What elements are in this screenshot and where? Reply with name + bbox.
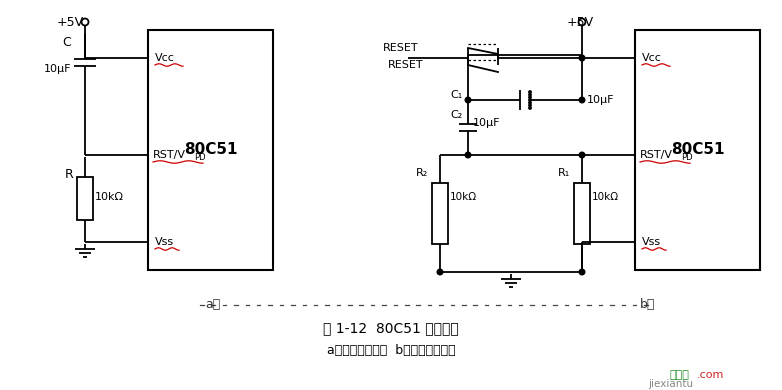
Circle shape — [579, 55, 585, 61]
Circle shape — [579, 269, 585, 275]
Bar — [148, 30, 273, 270]
Text: 10μF: 10μF — [587, 95, 615, 105]
Circle shape — [529, 91, 531, 93]
Circle shape — [437, 269, 443, 275]
Circle shape — [529, 104, 531, 106]
Text: C₁: C₁ — [450, 90, 463, 100]
Circle shape — [579, 152, 585, 158]
Text: PD: PD — [194, 152, 206, 161]
Text: 10μF: 10μF — [44, 64, 71, 74]
Bar — [77, 177, 93, 220]
Bar — [432, 183, 448, 244]
Text: Vss: Vss — [642, 237, 661, 247]
Text: b）: b） — [640, 298, 655, 312]
Text: 10μF: 10μF — [473, 117, 500, 128]
Text: 接线图: 接线图 — [670, 370, 690, 380]
Circle shape — [529, 96, 531, 99]
Circle shape — [465, 152, 471, 158]
Text: 80C51: 80C51 — [184, 142, 237, 158]
Text: R₁: R₁ — [558, 168, 570, 178]
Text: PD: PD — [681, 152, 693, 161]
Text: a）上电复位电路  b）按键复位电路: a）上电复位电路 b）按键复位电路 — [327, 344, 455, 358]
Circle shape — [529, 107, 531, 109]
Text: Vss: Vss — [155, 237, 174, 247]
Text: +5V: +5V — [567, 16, 594, 28]
Text: R: R — [64, 168, 73, 181]
Text: Vcc: Vcc — [155, 53, 175, 63]
Text: jiexiantu: jiexiantu — [648, 379, 693, 389]
Text: RESET: RESET — [383, 43, 418, 53]
Text: 80C51: 80C51 — [671, 142, 724, 158]
Circle shape — [529, 94, 531, 96]
Circle shape — [465, 97, 471, 103]
Circle shape — [529, 99, 531, 101]
Text: .com: .com — [697, 370, 724, 380]
Circle shape — [529, 101, 531, 104]
Circle shape — [579, 97, 585, 103]
Text: a）: a） — [205, 298, 221, 312]
Text: R₂: R₂ — [416, 168, 428, 178]
Text: C: C — [63, 35, 71, 48]
Text: RST/V: RST/V — [153, 150, 186, 160]
Text: RESET: RESET — [388, 60, 424, 70]
Text: 图 1-12  80C51 复位电路: 图 1-12 80C51 复位电路 — [323, 321, 459, 335]
Text: 10kΩ: 10kΩ — [450, 192, 477, 202]
Text: RST/V: RST/V — [640, 150, 673, 160]
Text: 10kΩ: 10kΩ — [95, 192, 124, 202]
Bar — [635, 30, 760, 270]
Bar — [574, 183, 590, 244]
Text: 10kΩ: 10kΩ — [592, 192, 619, 202]
Text: +5V: +5V — [57, 16, 84, 28]
Text: Vcc: Vcc — [642, 53, 662, 63]
Text: C₂: C₂ — [450, 110, 463, 121]
